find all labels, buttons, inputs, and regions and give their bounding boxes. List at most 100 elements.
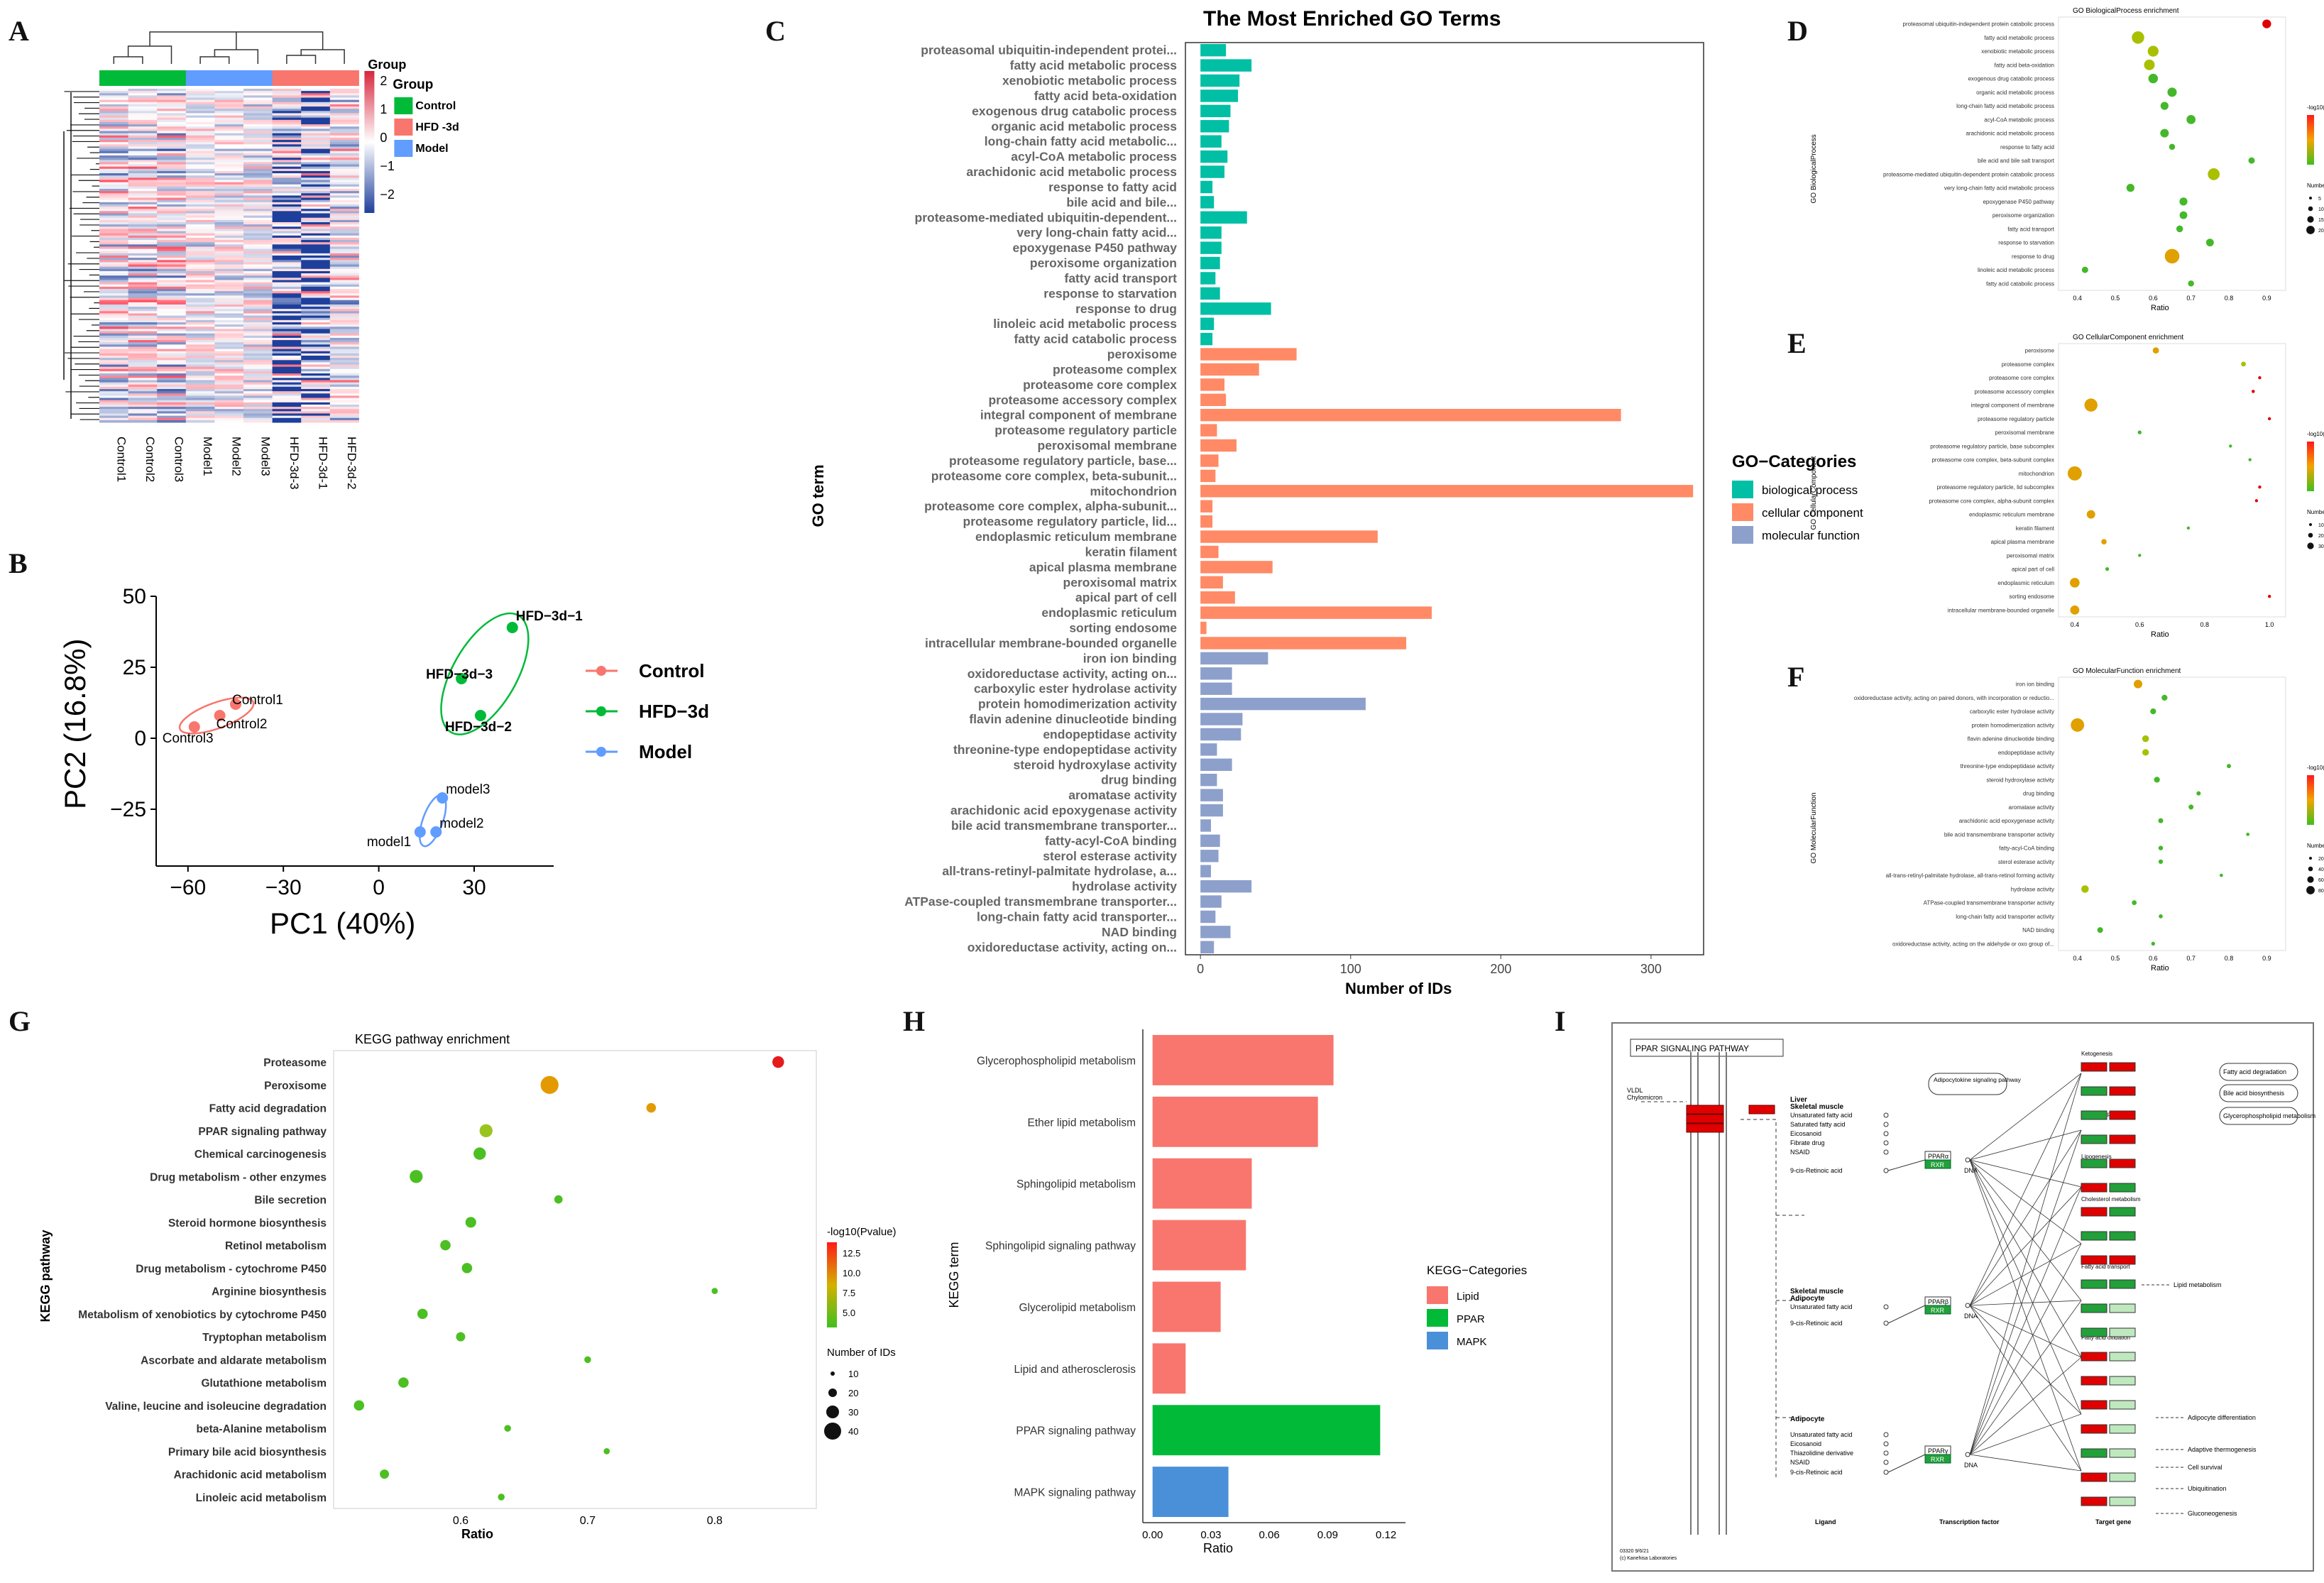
- heatmap-cell: [329, 224, 359, 227]
- heatmap-cell: [128, 280, 158, 283]
- heatmap-cell: [301, 322, 331, 325]
- heatmap-cell: [301, 407, 331, 410]
- go-bar: [1200, 378, 1225, 391]
- heatmap-cell: [99, 404, 129, 407]
- pathway-label: Chemical carcinogenesis: [194, 1149, 327, 1161]
- target-gene-box: [2081, 1496, 2108, 1506]
- pca-point: [437, 792, 449, 804]
- heatmap-cell: [214, 93, 244, 96]
- heatmap-cell: [185, 137, 215, 141]
- heatmap-cell: [128, 240, 158, 243]
- heatmap-cell: [243, 344, 273, 347]
- heatmap-cell: [329, 209, 359, 212]
- heatmap-cell: [301, 217, 331, 221]
- term-label: protein homodimerization activity: [1972, 722, 2055, 728]
- sample-label: Control2: [143, 437, 157, 482]
- go-bar: [1200, 500, 1213, 513]
- retinoic-label: 9-cis-Retinoic acid: [1790, 1320, 1843, 1327]
- heatmap-cell: [329, 262, 359, 265]
- go-bar: [1200, 44, 1227, 57]
- target-arrow: [1969, 1159, 2082, 1358]
- heatmap-cell: [243, 264, 273, 268]
- heatmap-cell: [243, 371, 273, 374]
- chart-title: GO BiologicalProcess enrichment: [2073, 7, 2179, 15]
- go-bar: [1200, 576, 1223, 588]
- ligand-node: [1883, 1131, 1889, 1136]
- heatmap-cell: [243, 384, 273, 388]
- heatmap-cell: [99, 415, 129, 419]
- heatmap-cell: [243, 168, 273, 172]
- target-arrow: [1969, 1300, 2082, 1455]
- go-term-label: proteasome complex: [1053, 362, 1177, 376]
- go-term-label: peroxisome organization: [1030, 256, 1177, 270]
- heatmap-cell: [157, 297, 187, 301]
- target-section-label: Fatty acid oxidation: [2081, 1335, 2130, 1341]
- heatmap-cell: [214, 211, 244, 214]
- tissue-header: Skeletal muscle: [1790, 1288, 1843, 1296]
- heatmap-cell: [128, 253, 158, 256]
- heatmap-cell: [272, 117, 302, 121]
- outcome-label: Bile acid biosynthesis: [2223, 1090, 2285, 1097]
- heatmap-cell: [99, 297, 129, 301]
- go-bar: [1200, 226, 1222, 239]
- heatmap-cell: [214, 180, 244, 183]
- dot: [2105, 566, 2110, 571]
- heatmap-cell: [214, 413, 244, 417]
- go-term-label: threonine-type endopeptidase activity: [953, 743, 1177, 757]
- heatmap-cell: [301, 280, 331, 283]
- heatmap-cell: [329, 237, 359, 241]
- heatmap-cell: [214, 300, 244, 303]
- outcome-label: Lipid metabolism: [2174, 1281, 2222, 1288]
- heatmap-cell: [157, 117, 187, 121]
- x-tick-label: 200: [1490, 962, 1511, 976]
- heatmap-cell: [157, 368, 187, 372]
- dot: [2152, 347, 2159, 354]
- heatmap-cell: [329, 117, 359, 121]
- term-label: bile acid transmembrane transporter acti…: [1944, 831, 2054, 838]
- dot: [2158, 818, 2164, 823]
- dot: [2160, 128, 2169, 138]
- heatmap-cell: [329, 264, 359, 268]
- go-bar: [1200, 910, 1216, 924]
- heatmap-cell: [243, 173, 273, 176]
- heatmap-cell: [128, 89, 158, 92]
- heatmap-cell: [329, 376, 359, 378]
- target-gene-box: [2109, 1183, 2136, 1193]
- heatmap-cell: [157, 360, 187, 363]
- heatmap-cell: [272, 313, 302, 317]
- go-bar: [1200, 74, 1240, 87]
- heatmap-cell: [329, 384, 359, 388]
- heatmap-cell: [272, 376, 302, 378]
- heatmap-cell: [99, 378, 129, 380]
- heatmap-cell: [99, 231, 129, 234]
- kegg-term-label: Glycerolipid metabolism: [1019, 1302, 1136, 1314]
- heatmap-cell: [99, 170, 129, 174]
- heatmap-cell: [214, 202, 244, 205]
- heatmap-cell: [243, 142, 273, 145]
- heatmap-cell: [272, 177, 302, 180]
- row-dendrogram: [63, 91, 99, 420]
- heatmap-cell: [185, 193, 215, 196]
- heatmap-cell: [185, 148, 215, 152]
- y-axis-label: GO BiologicalProcess: [1810, 134, 1818, 203]
- heatmap-cell: [185, 215, 215, 219]
- heatmap-cell: [329, 175, 359, 178]
- x-tick-label: 0.7: [2186, 295, 2196, 302]
- heatmap-cell: [243, 324, 273, 327]
- go-bar: [1200, 211, 1247, 224]
- heatmap-cell: [243, 148, 273, 152]
- heatmap-cell: [157, 346, 187, 350]
- heatmap-cell: [301, 219, 331, 223]
- heatmap-cell: [301, 213, 331, 217]
- heatmap-cell: [329, 371, 359, 374]
- color-scale-tick: 7.5: [843, 1288, 855, 1298]
- heatmap-cell: [272, 226, 302, 229]
- dot: [2151, 941, 2156, 946]
- heatmap-cells: [99, 89, 359, 423]
- outcome-box: [2219, 1084, 2298, 1102]
- heatmap-cell: [99, 371, 129, 374]
- legend-label: PPAR: [1457, 1313, 1485, 1325]
- go-term-label: sterol esterase activity: [1043, 849, 1177, 863]
- heatmap-cell: [99, 111, 129, 114]
- heatmap-cell: [99, 417, 129, 421]
